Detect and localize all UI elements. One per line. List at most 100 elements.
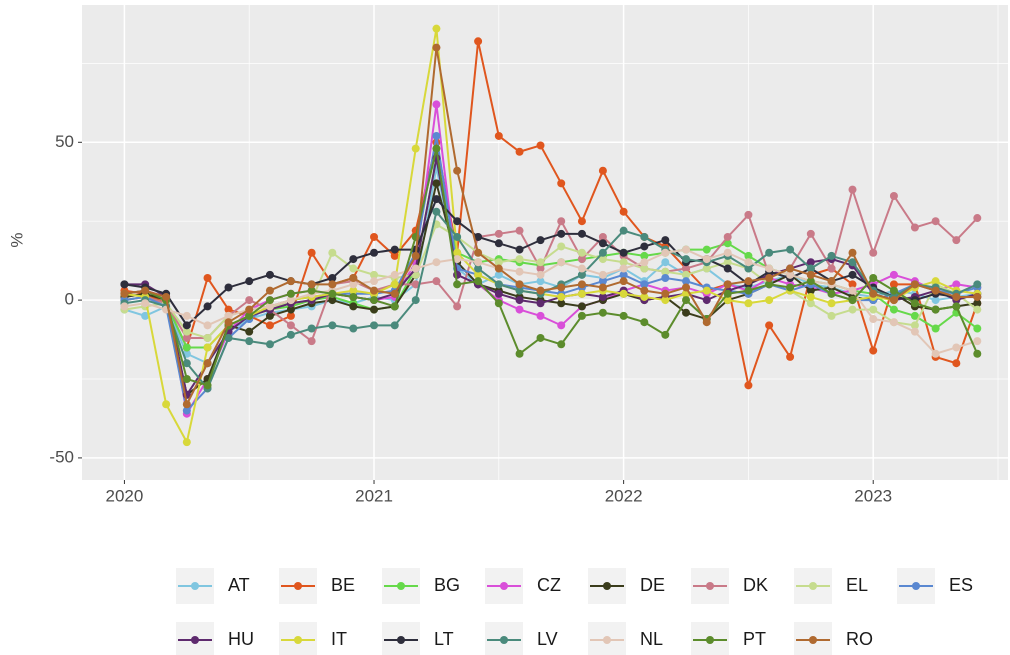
data-point	[577, 229, 586, 238]
legend-key-point	[603, 636, 611, 644]
data-point	[952, 292, 961, 301]
data-point	[952, 359, 961, 368]
legend-key-point	[912, 582, 920, 590]
data-point	[931, 277, 940, 286]
data-point	[245, 277, 254, 286]
data-point	[432, 195, 441, 204]
data-point	[245, 311, 254, 320]
legend-key-point	[397, 636, 405, 644]
data-point	[557, 217, 566, 226]
data-point	[494, 258, 503, 267]
data-point	[619, 289, 628, 298]
data-point	[786, 270, 795, 279]
data-point	[869, 289, 878, 298]
data-point	[494, 280, 503, 289]
y-tick-label: 50	[55, 132, 74, 151]
data-point	[952, 280, 961, 289]
data-point	[224, 311, 233, 320]
data-point	[640, 232, 649, 241]
data-point	[245, 327, 254, 336]
data-point	[349, 280, 358, 289]
data-point	[577, 217, 586, 226]
data-point	[432, 179, 441, 188]
data-point	[224, 283, 233, 292]
data-point	[827, 289, 836, 298]
data-point	[265, 321, 274, 330]
data-point	[848, 185, 857, 194]
data-point	[557, 242, 566, 251]
data-point	[536, 141, 545, 150]
data-point	[640, 286, 649, 295]
data-point	[453, 302, 462, 311]
legend-label: ES	[949, 575, 973, 595]
data-point	[786, 245, 795, 254]
data-point	[640, 292, 649, 301]
data-point	[370, 286, 379, 295]
data-point	[619, 207, 628, 216]
data-point	[370, 296, 379, 305]
data-point	[307, 324, 316, 333]
data-point	[952, 236, 961, 245]
data-point	[848, 296, 857, 305]
y-tick-label: -50	[49, 447, 74, 466]
data-point	[889, 191, 898, 200]
data-point	[910, 280, 919, 289]
data-point	[806, 258, 815, 267]
data-point	[265, 286, 274, 295]
data-point	[910, 327, 919, 336]
data-point	[328, 289, 337, 298]
data-point	[370, 305, 379, 314]
data-point	[682, 270, 691, 279]
data-point	[640, 318, 649, 327]
data-point	[931, 296, 940, 305]
data-point	[848, 280, 857, 289]
data-point	[765, 321, 774, 330]
data-point	[182, 438, 191, 447]
legend-key-point	[500, 582, 508, 590]
data-point	[390, 245, 399, 254]
data-point	[182, 321, 191, 330]
data-point	[182, 359, 191, 368]
data-point	[411, 251, 420, 260]
data-point	[328, 296, 337, 305]
data-point	[141, 299, 150, 308]
data-point	[432, 207, 441, 216]
data-point	[765, 280, 774, 289]
data-point	[640, 258, 649, 267]
data-point	[286, 305, 295, 314]
data-point	[224, 333, 233, 342]
data-point	[889, 280, 898, 289]
data-point	[640, 264, 649, 273]
data-point	[702, 318, 711, 327]
data-point	[889, 286, 898, 295]
data-point	[827, 251, 836, 260]
data-point	[889, 270, 898, 279]
data-point	[286, 296, 295, 305]
data-point	[286, 330, 295, 339]
data-point	[453, 217, 462, 226]
data-point	[557, 292, 566, 301]
data-point	[286, 277, 295, 286]
data-point	[640, 242, 649, 251]
data-point	[723, 232, 732, 241]
data-point	[973, 337, 982, 346]
data-point	[869, 305, 878, 314]
data-point	[286, 289, 295, 298]
legend-label: NL	[640, 629, 663, 649]
data-point	[494, 131, 503, 140]
data-point	[661, 248, 670, 257]
data-point	[286, 311, 295, 320]
data-point	[557, 321, 566, 330]
data-point	[515, 255, 524, 264]
legend-key-point	[294, 582, 302, 590]
data-point	[349, 302, 358, 311]
data-point	[619, 270, 628, 279]
data-point	[931, 286, 940, 295]
data-point	[577, 248, 586, 257]
legend-key-point	[191, 636, 199, 644]
data-point	[661, 236, 670, 245]
data-point	[349, 324, 358, 333]
data-point	[245, 337, 254, 346]
data-point	[744, 251, 753, 260]
data-point	[661, 274, 670, 283]
